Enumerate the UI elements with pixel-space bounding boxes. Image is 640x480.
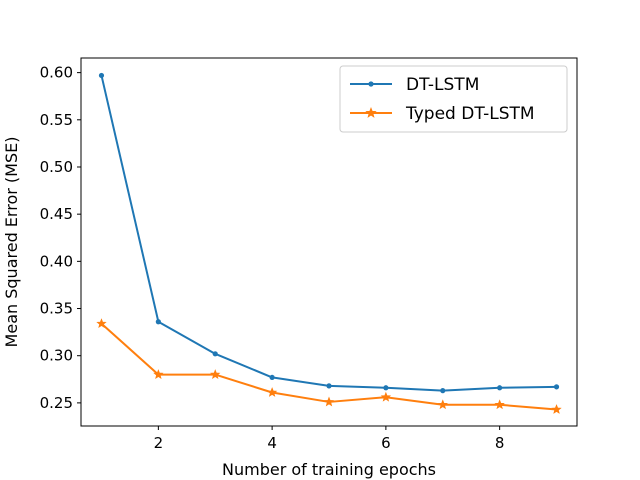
legend-marker-typed-dt-lstm	[365, 107, 377, 118]
data-point-dt-lstm	[497, 385, 503, 391]
y-tick-label: 0.40	[40, 252, 73, 270]
data-point-typed-dt-lstm	[323, 396, 335, 407]
data-point-dt-lstm	[98, 72, 105, 79]
y-tick-label: 0.50	[40, 158, 73, 176]
y-tick-label: 0.60	[40, 64, 73, 82]
data-point-dt-lstm	[326, 383, 332, 389]
x-tick-label: 8	[495, 434, 505, 452]
y-tick-label: 0.30	[40, 347, 73, 365]
data-point-dt-lstm	[155, 319, 161, 325]
y-tick-label: 0.35	[40, 300, 73, 318]
plot-frame	[80, 57, 578, 427]
y-tick-label: 0.25	[40, 394, 73, 412]
data-point-typed-dt-lstm	[153, 369, 164, 379]
data-point-dt-lstm	[553, 384, 560, 390]
y-tick-label: 0.55	[40, 111, 73, 129]
data-point-dt-lstm	[440, 388, 446, 394]
x-tick-label: 6	[381, 434, 391, 452]
x-axis-ticks: 2 4 6 8	[154, 426, 505, 452]
legend-label-dt-lstm: DT-LSTM	[406, 75, 479, 95]
legend-box	[339, 65, 568, 133]
data-point-typed-dt-lstm	[437, 399, 448, 410]
x-tick-label: 2	[154, 434, 164, 452]
y-tick-label: 0.45	[40, 205, 73, 223]
data-point-typed-dt-lstm	[210, 369, 221, 379]
data-point-dt-lstm	[269, 374, 275, 381]
data-point-typed-dt-lstm	[494, 399, 505, 410]
data-point-typed-dt-lstm	[551, 404, 562, 414]
legend: DT-LSTM Typed DT-LSTM	[339, 65, 568, 133]
series-layer	[96, 72, 562, 414]
y-axis-label: Mean Squared Error (MSE)	[2, 137, 21, 348]
data-point-dt-lstm	[212, 351, 218, 357]
data-point-typed-dt-lstm	[96, 318, 107, 329]
x-tick-label: 4	[267, 434, 277, 452]
data-point-dt-lstm	[383, 385, 389, 391]
legend-label-typed-dt-lstm: Typed DT-LSTM	[405, 104, 535, 124]
data-point-typed-dt-lstm	[266, 387, 278, 397]
x-axis-label: Number of training epochs	[222, 460, 436, 479]
data-point-typed-dt-lstm	[380, 391, 392, 402]
legend-marker-dt-lstm	[368, 81, 374, 87]
y-axis-ticks: 0.25 0.30 0.35 0.40 0.45 0.50 0.55 0.60	[40, 64, 81, 412]
